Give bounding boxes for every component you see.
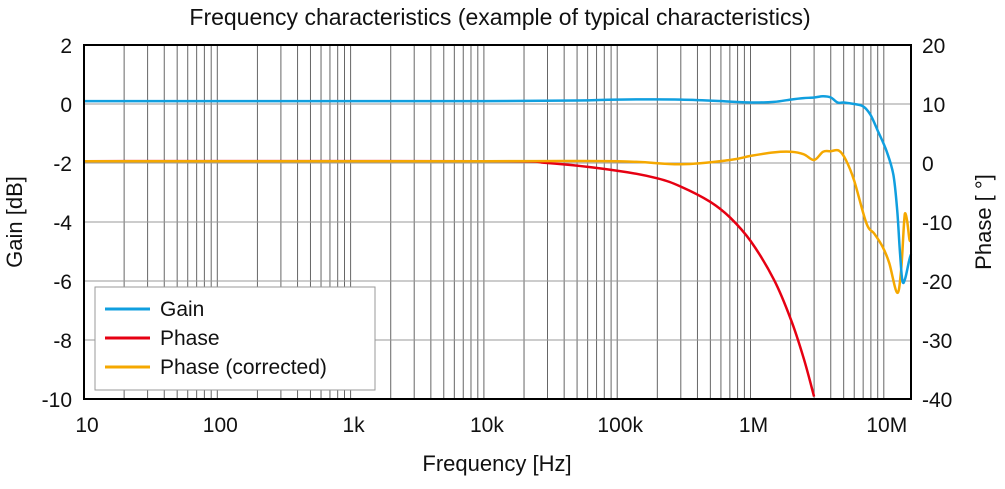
y2-tick-label: -40 <box>922 389 952 412</box>
y2-tick-label: -30 <box>922 330 952 353</box>
legend-label: Phase <box>160 327 220 350</box>
y2-tick-label: -20 <box>922 271 952 294</box>
legend-label: Gain <box>160 298 204 321</box>
y-tick-label: -10 <box>42 389 72 412</box>
y2-axis-label: Phase [ °] <box>971 174 996 270</box>
x-axis-label: Frequency [Hz] <box>422 451 571 476</box>
y2-tick-labels: 20 10 0 -10 -20 -30 -40 <box>922 35 952 412</box>
y-tick-label: -6 <box>53 271 72 294</box>
y-tick-labels: 2 0 -2 -4 -6 -8 -10 <box>42 35 73 412</box>
x-tick-label: 1k <box>343 414 366 437</box>
y2-tick-label: 0 <box>922 153 934 176</box>
x-tick-label: 100k <box>597 414 643 437</box>
x-tick-labels: 10 100 1k 10k 100k 1M 10M <box>75 414 907 437</box>
y2-tick-label: -10 <box>922 212 952 235</box>
curves <box>83 95 913 397</box>
y-tick-label: -8 <box>53 330 72 353</box>
series-line-gain <box>84 95 913 285</box>
x-tick-label: 10 <box>75 414 98 437</box>
y-axis-label: Gain [dB] <box>2 176 27 268</box>
y2-tick-label: 10 <box>922 94 945 117</box>
x-tick-label: 1M <box>739 414 768 437</box>
legend: Gain Phase Phase (corrected) <box>94 286 376 391</box>
y2-tick-label: 20 <box>922 35 945 58</box>
x-tick-label: 10M <box>866 414 907 437</box>
y-tick-label: -4 <box>53 212 72 235</box>
y-tick-label: -2 <box>53 153 72 176</box>
x-tick-label: 100 <box>203 414 238 437</box>
x-tick-label: 10k <box>470 414 504 437</box>
legend-label: Phase (corrected) <box>160 356 327 379</box>
y-tick-label: 2 <box>60 35 72 58</box>
chart-title: Frequency characteristics (example of ty… <box>189 4 810 30</box>
y-tick-label: 0 <box>60 94 72 117</box>
plot-frame <box>83 44 912 400</box>
series-line-phase-corrected <box>84 148 913 295</box>
